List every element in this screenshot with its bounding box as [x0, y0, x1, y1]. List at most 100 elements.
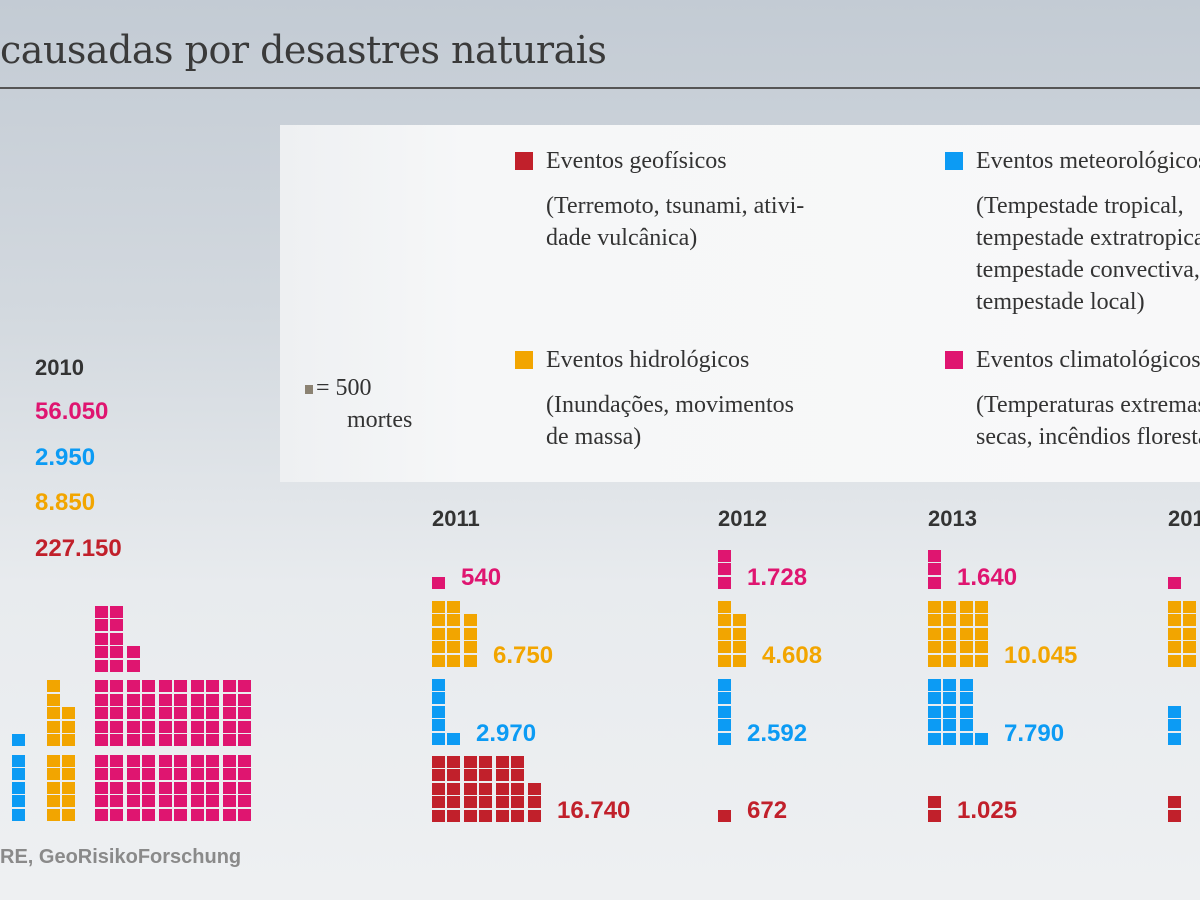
square-2010-cli	[191, 768, 204, 780]
square-2011-hid	[464, 654, 477, 667]
square-2011-hid	[464, 614, 477, 626]
square-2011-hid	[432, 600, 445, 613]
square-2010-cli	[191, 781, 204, 794]
year-label: 2013	[928, 506, 977, 531]
square-2013-hid	[960, 654, 973, 667]
square-2014-met	[1168, 705, 1181, 718]
square-2013-hid	[943, 614, 956, 626]
unit-legend: = 500 mortes	[305, 372, 412, 436]
square-2010-cli	[206, 680, 219, 692]
legend-description-line: tempestade local)	[976, 289, 1145, 315]
square-2013-met	[960, 705, 973, 718]
square-2010-cli	[110, 808, 123, 821]
square-2013-met	[960, 719, 973, 731]
square-2013-hid	[960, 627, 973, 640]
legend-description: (Inundações, movimentos de massa)	[546, 389, 794, 453]
square-2014-geo	[1168, 809, 1181, 822]
square-2010-cli	[110, 795, 123, 807]
square-2010-met	[12, 808, 25, 821]
square-2010-cli	[191, 795, 204, 807]
square-2011-hid	[432, 654, 445, 667]
square-2012-geo	[718, 809, 731, 822]
square-2011-geo	[511, 769, 524, 781]
legend-description-line: de massa)	[546, 424, 642, 450]
square-2011-hid	[432, 627, 445, 640]
square-2010-cli	[174, 720, 187, 733]
square-2011-geo	[528, 782, 541, 795]
square-2011-hid	[432, 614, 445, 626]
square-2013-met	[960, 692, 973, 704]
square-2011-geo	[479, 769, 492, 781]
square-2011-geo	[464, 782, 477, 795]
square-2013-cli	[928, 576, 941, 589]
square-2010-cli	[127, 720, 140, 733]
square-2011-hid	[447, 654, 460, 667]
year-label: 2011	[432, 506, 480, 531]
square-2010-cli	[223, 781, 236, 794]
square-2014-hid	[1168, 600, 1181, 613]
unit-label: mortes	[347, 407, 413, 433]
square-2011-geo	[496, 782, 509, 795]
square-2010-cli	[223, 808, 236, 821]
square-2010-cli	[110, 659, 123, 672]
square-2010-cli	[127, 734, 140, 746]
square-2014-hid	[1183, 600, 1196, 613]
square-2010-hid	[47, 808, 60, 821]
square-2011-cli	[432, 576, 445, 589]
square-2010-cli	[191, 693, 204, 706]
square-2011-geo	[432, 782, 445, 795]
square-2010-cli	[142, 707, 155, 719]
square-2012-cli	[718, 563, 731, 575]
square-2010-cli	[95, 754, 108, 767]
square-2010-cli	[127, 680, 140, 692]
square-2011-geo	[464, 796, 477, 808]
square-2010-cli	[206, 808, 219, 821]
square-2010-hid	[47, 720, 60, 733]
square-2014-hid	[1168, 614, 1181, 626]
square-2011-met	[432, 732, 445, 745]
square-2012-met	[718, 705, 731, 718]
legend-swatch-icon	[515, 152, 533, 170]
legend-description: (Temperaturas extremas, secas, incêndios …	[976, 389, 1200, 453]
square-2011-hid	[464, 627, 477, 640]
square-2010-hid	[62, 720, 75, 733]
square-2010-cli	[174, 680, 187, 692]
square-2011-hid	[432, 641, 445, 653]
square-2014-hid	[1183, 641, 1196, 653]
square-2010-cli	[238, 781, 251, 794]
square-2010-cli	[174, 795, 187, 807]
legend-description-line: (Tempestade tropical,	[976, 193, 1184, 219]
square-2010-hid	[62, 808, 75, 821]
square-2014-hid	[1183, 614, 1196, 626]
value-label-2013-hid: 10.045	[1004, 642, 1078, 669]
square-2010-cli	[159, 795, 172, 807]
legend-title: Eventos meteorológicos	[976, 148, 1200, 174]
source-note: RE, GeoRisikoForschung	[0, 846, 242, 868]
square-2012-hid	[718, 654, 731, 667]
square-2014-hid	[1168, 654, 1181, 667]
square-2010-hid	[47, 795, 60, 807]
legend-description-line: tempestade extratropical,	[976, 225, 1200, 251]
square-2010-cli	[159, 768, 172, 780]
square-2011-geo	[447, 782, 460, 795]
square-2011-geo	[528, 809, 541, 822]
square-2010-cli	[223, 720, 236, 733]
legend-swatch-icon	[945, 152, 963, 170]
unit-value: = 500	[316, 375, 372, 401]
square-2010-cli	[95, 632, 108, 645]
square-2010-cli	[174, 754, 187, 767]
square-2010-cli	[223, 754, 236, 767]
square-2011-hid	[447, 627, 460, 640]
square-2011-met	[432, 705, 445, 718]
square-2010-cli	[223, 707, 236, 719]
square-2010-met	[12, 768, 25, 780]
square-2011-geo	[432, 769, 445, 781]
legend-description-line: (Temperaturas extremas,	[976, 392, 1200, 418]
square-2011-geo	[511, 796, 524, 808]
square-2010-cli	[95, 605, 108, 618]
square-2013-met	[943, 719, 956, 731]
square-2010-cli	[127, 781, 140, 794]
value-label-2012-hid: 4.608	[762, 642, 823, 669]
square-2013-geo	[928, 809, 941, 822]
legend-title: Eventos hidrológicos	[546, 347, 750, 373]
